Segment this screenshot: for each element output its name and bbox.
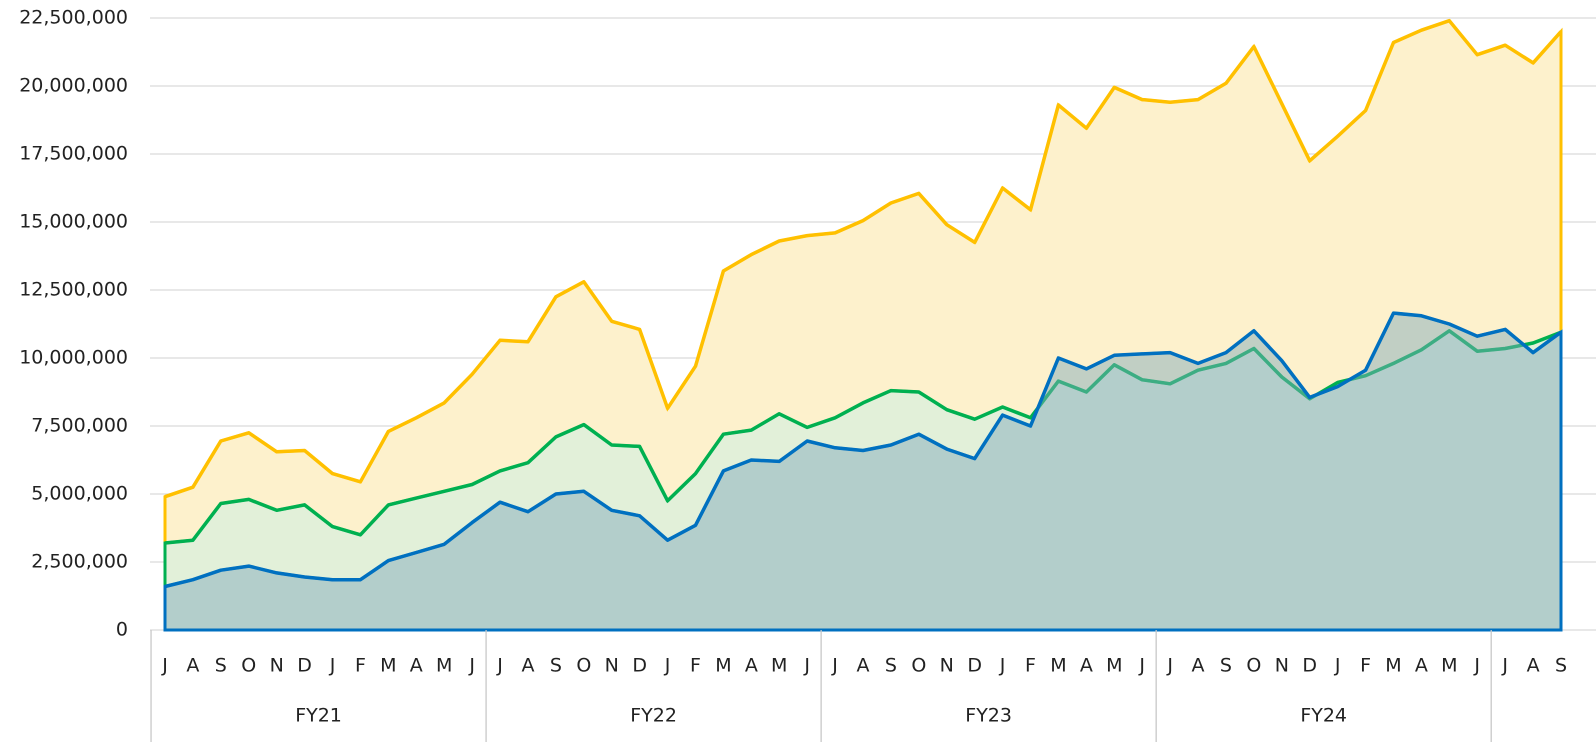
y-tick-label: 5,000,000 bbox=[31, 483, 128, 505]
x-tick-label: M bbox=[1385, 655, 1401, 677]
x-tick-label: J bbox=[831, 655, 838, 677]
x-tick-label: J bbox=[496, 655, 503, 677]
x-tick-label: M bbox=[380, 655, 396, 677]
x-tick-label: F bbox=[690, 655, 701, 677]
group-label: FY21 bbox=[295, 705, 342, 727]
x-tick-label: J bbox=[1473, 655, 1480, 677]
x-tick-label: J bbox=[161, 655, 168, 677]
x-tick-label: S bbox=[1555, 655, 1567, 677]
x-tick-label: F bbox=[1025, 655, 1036, 677]
series-line bbox=[164, 311, 1563, 589]
x-tick-label: D bbox=[632, 655, 647, 677]
x-tick-label: D bbox=[1302, 655, 1317, 677]
x-tick-label: F bbox=[355, 655, 366, 677]
x-tick-label: A bbox=[186, 655, 199, 677]
x-tick-label: D bbox=[297, 655, 312, 677]
x-tick-label: O bbox=[1246, 655, 1261, 677]
x-tick-label: A bbox=[1415, 655, 1428, 677]
group-label: FY23 bbox=[965, 705, 1012, 727]
x-tick-label: O bbox=[241, 655, 256, 677]
y-tick-label: 15,000,000 bbox=[19, 211, 128, 233]
y-tick-label: 0 bbox=[116, 619, 128, 641]
x-tick-label: S bbox=[1220, 655, 1232, 677]
x-tick-label: M bbox=[715, 655, 731, 677]
x-tick-label: M bbox=[771, 655, 787, 677]
group-label: FY22 bbox=[630, 705, 677, 727]
x-tick-label: N bbox=[940, 655, 954, 677]
x-tick-label: N bbox=[1275, 655, 1289, 677]
x-tick-label: M bbox=[1106, 655, 1122, 677]
x-tick-label: A bbox=[857, 655, 870, 677]
y-tick-label: 7,500,000 bbox=[31, 415, 128, 437]
x-tick-label: A bbox=[1527, 655, 1540, 677]
x-tick-label: A bbox=[745, 655, 758, 677]
x-tick-label: O bbox=[911, 655, 926, 677]
y-tick-label: 20,000,000 bbox=[19, 75, 128, 97]
x-tick-label: J bbox=[1138, 655, 1145, 677]
series-line bbox=[164, 18, 1563, 499]
x-tick-label: J bbox=[803, 655, 810, 677]
series-line bbox=[164, 329, 1562, 545]
x-tick-label: J bbox=[664, 655, 671, 677]
x-tick-label: J bbox=[1501, 655, 1508, 677]
x-tick-label: M bbox=[1050, 655, 1066, 677]
x-tick-label: S bbox=[885, 655, 897, 677]
y-tick-label: 12,500,000 bbox=[19, 279, 128, 301]
x-tick-label: S bbox=[550, 655, 562, 677]
x-tick-label: J bbox=[1334, 655, 1341, 677]
x-tick-label: J bbox=[329, 655, 336, 677]
x-tick-label: D bbox=[967, 655, 982, 677]
x-tick-label: M bbox=[436, 655, 452, 677]
x-tick-label: S bbox=[215, 655, 227, 677]
x-tick-label: N bbox=[270, 655, 284, 677]
x-tick-label: A bbox=[521, 655, 534, 677]
x-tick-label: N bbox=[605, 655, 619, 677]
x-tick-label: M bbox=[1441, 655, 1457, 677]
group-label: FY24 bbox=[1300, 705, 1347, 727]
x-tick-label: J bbox=[468, 655, 475, 677]
y-tick-label: 10,000,000 bbox=[19, 347, 128, 369]
x-tick-label: J bbox=[1166, 655, 1173, 677]
x-tick-label: J bbox=[999, 655, 1006, 677]
y-tick-label: 17,500,000 bbox=[19, 143, 128, 165]
x-tick-label: O bbox=[576, 655, 591, 677]
y-tick-label: 2,500,000 bbox=[31, 551, 128, 573]
x-tick-label: F bbox=[1360, 655, 1371, 677]
x-tick-label: A bbox=[1192, 655, 1205, 677]
y-tick-label: 22,500,000 bbox=[19, 7, 128, 29]
x-tick-label: A bbox=[410, 655, 423, 677]
x-tick-label: A bbox=[1080, 655, 1093, 677]
